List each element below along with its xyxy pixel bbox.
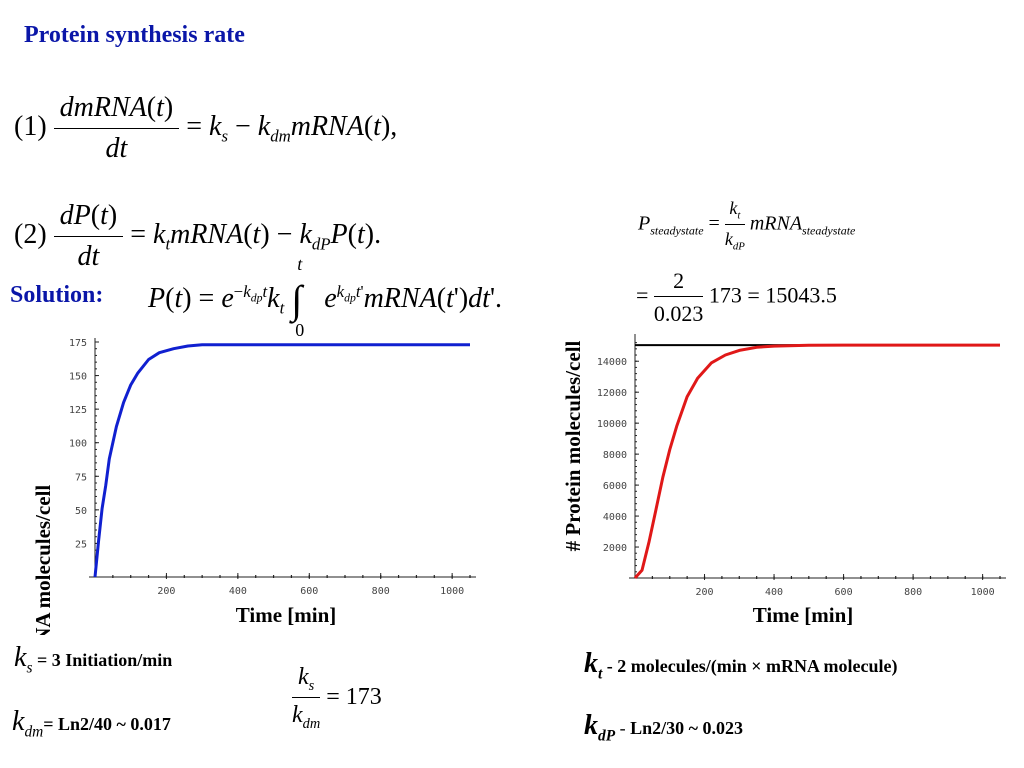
- equation-2-fraction: dP(t) dt: [53, 200, 124, 273]
- mrna-x-tick-label: 600: [300, 586, 318, 597]
- protein-y-tick-label: 10000: [597, 419, 627, 430]
- param-kdp-text: Ln2/30 ~ 0.023: [630, 718, 743, 738]
- param-ratio: ks kdm = 173: [292, 664, 382, 732]
- protein-chart-xlabel: Time [min]: [753, 603, 854, 627]
- param-kdm: kdm= Ln2/40 ~ 0.017: [12, 706, 171, 741]
- mrna-y-tick-label: 75: [75, 472, 87, 483]
- integral-sign: ∫ t 0: [291, 254, 305, 340]
- slide-title: Protein synthesis rate: [24, 22, 245, 48]
- param-kt-text: - 2 molecules/(min × mRNA molecule): [606, 656, 898, 676]
- protein-x-tick-label: 400: [765, 587, 783, 598]
- equation-1: (1) dmRNA(t) dt = ks − kdmmRNA(t),: [14, 92, 398, 165]
- mrna-chart-ylabel: # mRNA molecules/cell: [31, 485, 55, 635]
- mrna-x-tick-label: 200: [157, 586, 175, 597]
- equation-2-number: (2): [14, 218, 47, 250]
- param-ks: ks = 3 Initiation/min: [14, 642, 173, 677]
- protein-y-tick-label: 6000: [603, 481, 627, 492]
- steady-value-tail: 173 = 15043.5: [708, 282, 837, 308]
- mrna-x-tick-label: 400: [229, 586, 247, 597]
- protein-y-tick-label: 4000: [603, 512, 627, 523]
- steady-frac-num: 2: [653, 268, 704, 297]
- mrna-series-line: [93, 343, 470, 578]
- protein-x-tick-label: 800: [904, 587, 922, 598]
- param-kdp: kdP - Ln2/30 ~ 0.023: [584, 710, 743, 745]
- param-kdm-text: = Ln2/40 ~ 0.017: [43, 714, 171, 734]
- mrna-y-tick-label: 125: [69, 405, 87, 416]
- protein-y-tick-label: 8000: [603, 450, 627, 461]
- steady-state-value: = 2 0.023 173 = 15043.5: [636, 268, 837, 326]
- mrna-chart: Time [min] 200 400 600 800 1000 25 50 75 100 125 1…: [31, 338, 476, 635]
- protein-x-tick-label: 600: [835, 587, 853, 598]
- equation-1-number: (1): [14, 110, 47, 142]
- mrna-y-tick-label: 150: [69, 372, 87, 383]
- protein-chart-ylabel: # Protein molecules/cell: [561, 340, 585, 551]
- protein-y-tick-label: 12000: [597, 388, 627, 399]
- protein-y-tick-label: 2000: [603, 543, 627, 554]
- mrna-y-tick-label: 175: [69, 338, 87, 349]
- mrna-y-tick-label: 100: [69, 439, 87, 450]
- protein-x-tick-label: 1000: [971, 587, 995, 598]
- steady-frac-den: 0.023: [653, 301, 704, 326]
- param-ratio-value: = 173: [326, 683, 382, 710]
- steady-state-formula: Psteadystate = kt kdP mRNAsteadystate: [638, 198, 856, 253]
- mrna-x-tick-label: 800: [372, 586, 390, 597]
- integral-upper: t: [297, 254, 303, 274]
- param-ks-text: = 3 Initiation/min: [36, 650, 173, 670]
- protein-chart: Time [min] 200 400 600 800 1000 2000 4000 6000 8…: [561, 334, 1006, 627]
- protein-series-line: [633, 343, 1000, 580]
- mrna-x-tick-label: 1000: [440, 586, 464, 597]
- protein-y-tick-label: 14000: [597, 357, 627, 368]
- solution-equation: P(t) = e−kdptkt ∫ t 0 ekdpt'mRNA(t')dt'.: [148, 254, 502, 340]
- mrna-y-tick-label: 25: [75, 539, 87, 550]
- integral-lower: 0: [295, 320, 305, 340]
- protein-x-tick-label: 200: [695, 587, 713, 598]
- mrna-y-tick-label: 50: [75, 506, 87, 517]
- equation-1-fraction: dmRNA(t) dt: [53, 92, 180, 165]
- param-kt: kt - 2 molecules/(min × mRNA molecule): [584, 648, 898, 683]
- equation-2: (2) dP(t) dt = ktmRNA(t) − kdPP(t).: [14, 200, 382, 273]
- solution-label: Solution:: [10, 282, 104, 308]
- mrna-chart-xlabel: Time [min]: [236, 603, 337, 627]
